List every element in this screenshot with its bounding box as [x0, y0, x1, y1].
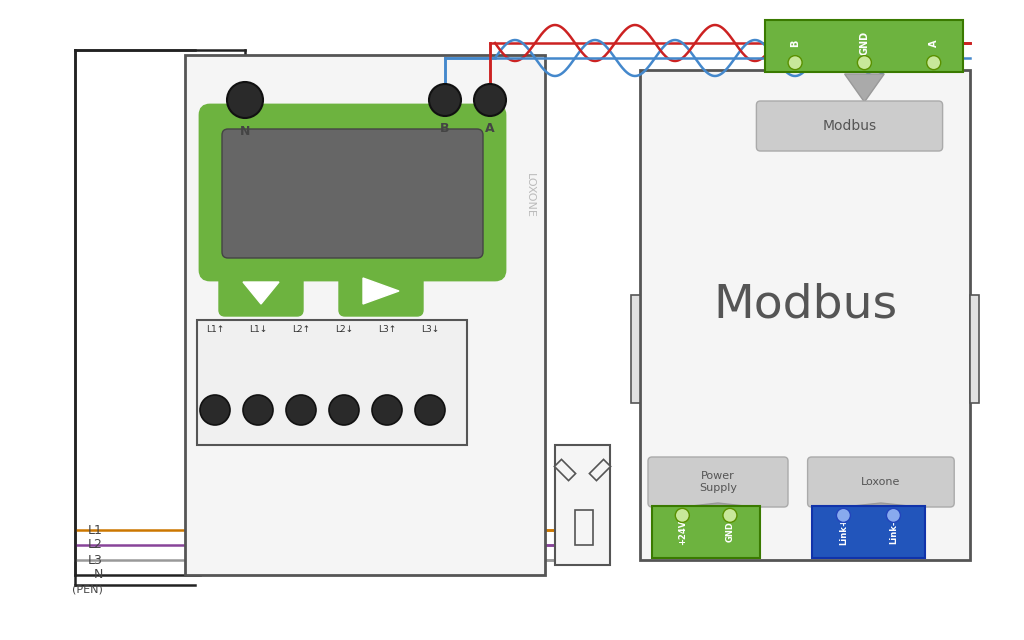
Circle shape	[243, 395, 273, 425]
Text: L2↓: L2↓	[335, 325, 353, 334]
Bar	[555, 445, 610, 565]
Text: B: B	[791, 40, 800, 47]
Bar	[765, 20, 964, 72]
Text: Power
Supply: Power Supply	[699, 471, 737, 493]
FancyBboxPatch shape	[200, 105, 505, 280]
Circle shape	[887, 508, 900, 522]
Bar	[631, 296, 640, 403]
Text: GND: GND	[859, 31, 869, 56]
Polygon shape	[362, 278, 399, 304]
Bar	[812, 506, 926, 558]
Text: L3↑: L3↑	[378, 325, 396, 334]
Circle shape	[329, 395, 359, 425]
Text: L1: L1	[88, 524, 103, 536]
Text: (PEN): (PEN)	[72, 585, 103, 595]
Text: +24V: +24V	[678, 520, 687, 545]
Text: A: A	[929, 40, 939, 47]
Circle shape	[788, 56, 802, 70]
Circle shape	[675, 508, 689, 522]
Circle shape	[372, 395, 402, 425]
FancyBboxPatch shape	[648, 457, 788, 507]
FancyBboxPatch shape	[808, 457, 954, 507]
Text: L1↓: L1↓	[249, 325, 267, 334]
Text: B: B	[440, 122, 450, 135]
Text: Loxone: Loxone	[861, 477, 900, 487]
Polygon shape	[243, 282, 279, 304]
FancyBboxPatch shape	[219, 266, 303, 316]
Text: L2↑: L2↑	[292, 325, 310, 334]
Bar	[575, 510, 593, 545]
Text: L3↓: L3↓	[421, 325, 439, 334]
Circle shape	[474, 84, 506, 116]
Circle shape	[415, 395, 445, 425]
Polygon shape	[853, 503, 908, 506]
Circle shape	[927, 56, 941, 70]
Bar	[970, 296, 979, 403]
Text: Link-: Link-	[889, 520, 898, 544]
Text: Modbus: Modbus	[822, 119, 877, 133]
Circle shape	[723, 508, 737, 522]
FancyBboxPatch shape	[339, 266, 423, 316]
Text: Modbus: Modbus	[713, 283, 897, 328]
FancyBboxPatch shape	[757, 101, 943, 151]
Text: N: N	[240, 125, 250, 138]
Text: L3: L3	[88, 554, 103, 566]
FancyBboxPatch shape	[222, 129, 483, 258]
Polygon shape	[691, 503, 744, 506]
Text: L2: L2	[88, 538, 103, 552]
Circle shape	[857, 56, 871, 70]
Circle shape	[200, 395, 230, 425]
Text: GND: GND	[725, 522, 734, 543]
FancyBboxPatch shape	[554, 460, 575, 481]
Text: N: N	[93, 568, 103, 582]
Bar	[652, 506, 760, 558]
Polygon shape	[845, 74, 884, 102]
Circle shape	[227, 82, 263, 118]
Circle shape	[837, 508, 850, 522]
Bar	[185, 55, 545, 575]
Circle shape	[286, 395, 316, 425]
Circle shape	[429, 84, 461, 116]
FancyBboxPatch shape	[590, 460, 610, 481]
Bar	[640, 70, 970, 560]
Text: L1↑: L1↑	[206, 325, 224, 334]
Text: LOXONE: LOXONE	[525, 173, 535, 218]
Text: A: A	[485, 122, 495, 135]
Text: Link+: Link+	[839, 518, 848, 545]
Bar	[197, 320, 467, 445]
